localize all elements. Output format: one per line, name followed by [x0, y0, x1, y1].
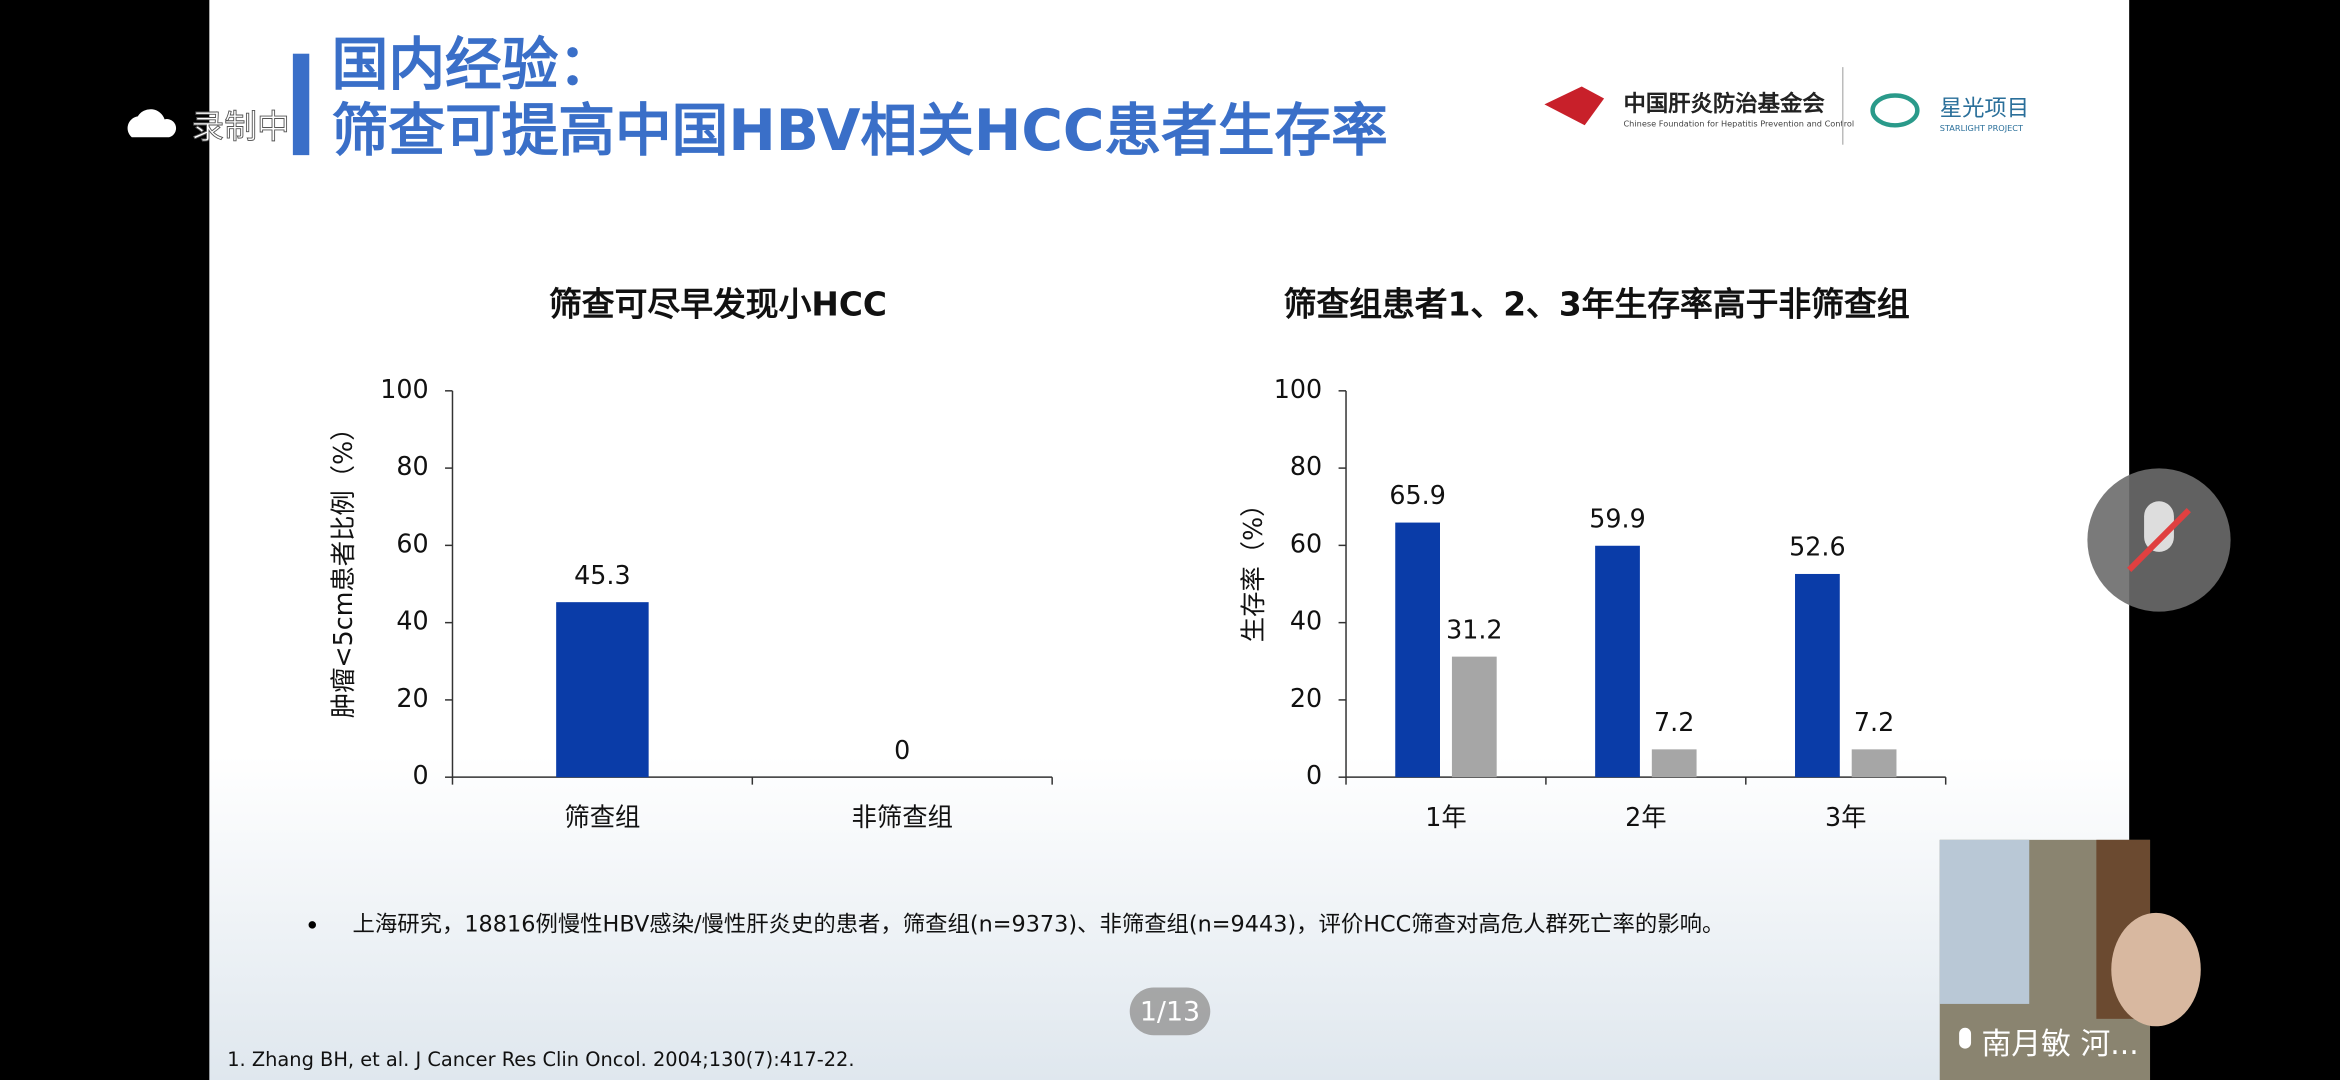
slide-title: 国内经验：: [332, 32, 615, 98]
bullet-dot: [308, 921, 316, 929]
bar: [1595, 545, 1640, 778]
x-tick-label: 筛查组: [564, 802, 640, 832]
value-label: 7.2: [1654, 707, 1694, 737]
slide-title: 筛查可提高中国HBV相关HCC患者生存率: [332, 98, 1388, 164]
value-label: 45.3: [574, 560, 630, 590]
video-window: [1939, 839, 2030, 1004]
recording-label: 录制中: [191, 108, 289, 146]
bar: [1451, 656, 1497, 778]
x-tick-label: 3年: [1825, 802, 1866, 832]
value-label: 0: [894, 735, 910, 765]
title-bar: [292, 53, 310, 156]
logo-text: Chinese Foundation for Hepatitis Prevent…: [1623, 118, 1854, 128]
page-indicator-bg: [1129, 987, 1211, 1036]
participant-name: 南月敏 河...: [1981, 1027, 2138, 1062]
x-tick-label: 1年: [1425, 802, 1466, 832]
y-tick-label: 80: [1290, 451, 1322, 481]
y-tick-label: 100: [380, 374, 428, 404]
y-tick-label: 60: [1290, 528, 1322, 558]
charts: 筛查可尽早发现小HCC 肿瘤<5cm患者比例（%） 0 20 40 60 80 100 筛查组 4…: [328, 285, 1947, 832]
mic-small: [1959, 1027, 1972, 1049]
y-tick-label: 20: [396, 683, 428, 713]
video-person: [2111, 912, 2201, 1027]
y-tick-label: 0: [412, 760, 428, 790]
logo-icon: [1870, 93, 1920, 128]
value-label: 7.2: [1854, 707, 1894, 737]
reference: 1. Zhang BH, et al. J Cancer Res Clin On…: [227, 1048, 854, 1071]
value-label: 59.9: [1589, 503, 1645, 533]
y-tick-label: 40: [1290, 606, 1322, 636]
bar: [1651, 749, 1697, 778]
slide: [209, 0, 2130, 1080]
value-label: 65.9: [1389, 480, 1445, 510]
y-tick-label: 20: [1290, 683, 1322, 713]
logo-text: 星光项目: [1940, 95, 2029, 121]
y-tick-label: 60: [396, 528, 428, 558]
bar: [1851, 749, 1897, 778]
y-axis-label: 生存率（%）: [1238, 491, 1268, 642]
bar: [1795, 573, 1840, 778]
bar: [1395, 522, 1440, 778]
x-tick-label: 非筛查组: [852, 802, 953, 832]
y-tick-label: 0: [1306, 760, 1322, 790]
chart-title: 筛查可尽早发现小HCC: [549, 285, 887, 323]
mic-icon: [2144, 501, 2174, 552]
value-label: 52.6: [1789, 532, 1845, 562]
y-tick-label: 40: [396, 606, 428, 636]
y-tick-label: 80: [396, 451, 428, 481]
bullet-text: 上海研究，18816例慢性HBV感染/慢性肝炎史的患者，筛查组(n=9373)、…: [353, 911, 1725, 937]
x-tick-label: 2年: [1625, 802, 1666, 832]
logo-text: STARLIGHT PROJECT: [1940, 123, 2024, 133]
logo-icon: [1544, 86, 1605, 126]
y-tick-label: 100: [1274, 374, 1322, 404]
mute-slash: [2127, 508, 2191, 572]
cloud-icon: [127, 109, 177, 138]
logo-text: 中国肝炎防治基金会: [1623, 90, 1825, 117]
value-label: 31.2: [1446, 614, 1502, 644]
y-axis-label: 肿瘤<5cm患者比例（%）: [328, 415, 358, 718]
page-indicator[interactable]: 1/13: [1140, 996, 1200, 1027]
chart-title: 筛查组患者1、2、3年生存率高于非筛查组: [1284, 285, 1910, 323]
bar: [556, 602, 649, 778]
